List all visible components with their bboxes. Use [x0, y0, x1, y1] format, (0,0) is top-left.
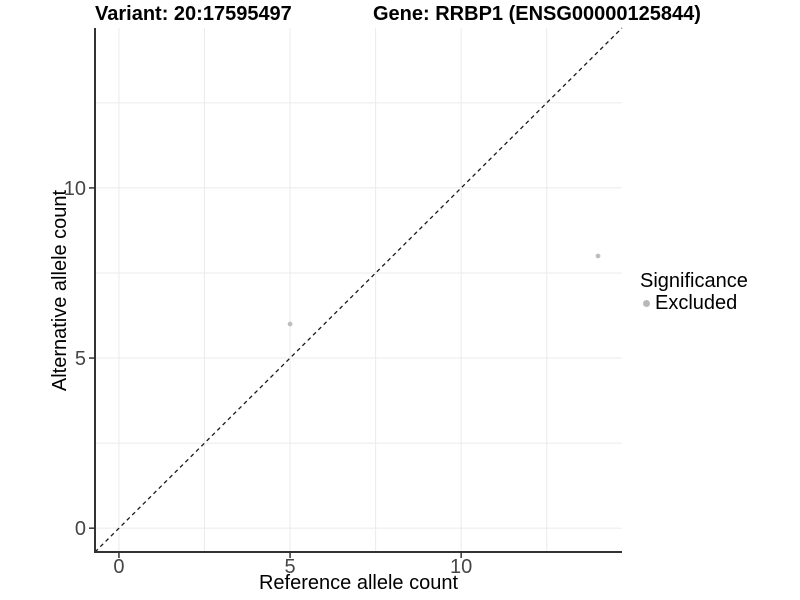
data-point: [595, 253, 601, 259]
x-axis-title: Reference allele count: [258, 572, 458, 594]
y-axis-title-wrap: Alternative allele count: [48, 28, 74, 552]
identity-dashed-line: [94, 27, 623, 553]
data-point: [287, 321, 293, 327]
x-tick-label: 10: [450, 556, 472, 578]
x-tick-label: 5: [284, 556, 295, 578]
x-tick-label: 0: [113, 556, 124, 578]
legend-item-excluded: Excluded: [640, 292, 748, 314]
legend-point-icon: [643, 299, 650, 307]
y-tick-label: 0: [75, 518, 86, 540]
plot-title-gene: Gene: RRBP1 (ENSG00000125844): [373, 3, 701, 25]
y-axis-title: Alternative allele count: [49, 189, 72, 391]
legend-title: Significance: [640, 270, 748, 292]
legend: Significance Excluded: [640, 270, 748, 314]
legend-item-label: Excluded: [655, 292, 738, 314]
y-tick-label: 10: [64, 178, 86, 200]
y-tick-label: 5: [75, 348, 86, 370]
plot-title-variant: Variant: 20:17595497: [95, 3, 292, 25]
